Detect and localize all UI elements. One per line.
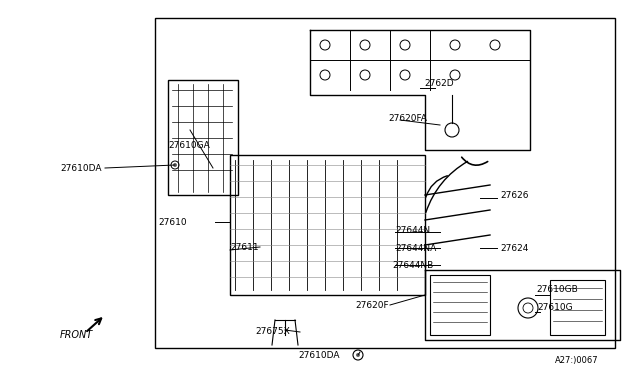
Text: 27624: 27624 [500, 244, 529, 253]
Bar [230, 155, 425, 295]
Text: FRONT: FRONT [60, 330, 93, 340]
Text: 27644N: 27644N [395, 225, 430, 234]
Circle shape [173, 163, 177, 167]
Text: 27610DA: 27610DA [60, 164, 102, 173]
Text: 27626: 27626 [500, 190, 529, 199]
Text: 27610G: 27610G [537, 304, 573, 312]
Text: A27:)0067: A27:)0067 [555, 356, 598, 365]
Bar [168, 80, 238, 195]
Bar [430, 275, 490, 335]
Circle shape [356, 353, 360, 357]
Text: 2762D: 2762D [424, 78, 454, 87]
Text: 27610DA: 27610DA [298, 352, 339, 360]
Text: 27644NB: 27644NB [392, 262, 433, 270]
Text: 27610: 27610 [158, 218, 187, 227]
Text: 27610GA: 27610GA [168, 141, 210, 150]
Text: 27675X: 27675X [255, 327, 290, 337]
Text: 27644NA: 27644NA [395, 244, 436, 253]
Text: 27620FA: 27620FA [388, 113, 427, 122]
Text: 27611: 27611 [230, 243, 259, 251]
Text: 27610GB: 27610GB [536, 285, 578, 295]
Text: 27620F: 27620F [355, 301, 388, 310]
Bar [155, 18, 615, 348]
Bar [550, 280, 605, 335]
